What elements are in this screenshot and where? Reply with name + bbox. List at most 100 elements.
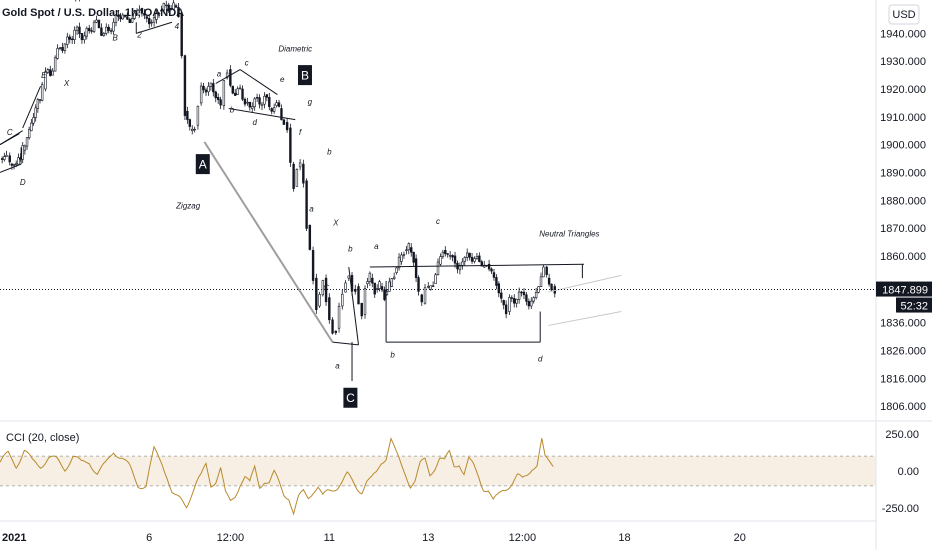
- candle-body: [260, 103, 264, 106]
- price-tick-label: 1826.000: [880, 345, 926, 357]
- cci-tick-label: 0.00: [898, 466, 919, 478]
- candle-body: [95, 19, 98, 23]
- candle-body: [497, 283, 501, 294]
- candle-body: [360, 302, 363, 317]
- price-tick-label: 1860.000: [880, 251, 926, 263]
- candle-body: [204, 89, 208, 93]
- pattern-line[interactable]: [0, 163, 22, 173]
- candle-body: [105, 26, 108, 34]
- candle-body: [186, 110, 189, 120]
- candle-body: [117, 14, 120, 17]
- candle-body: [32, 117, 35, 124]
- wave-box-label: [297, 65, 312, 86]
- pattern-line[interactable]: [136, 21, 173, 34]
- candle-body: [410, 247, 413, 253]
- candle-body: [248, 101, 252, 108]
- candle-body: [70, 38, 74, 41]
- candle-body: [510, 297, 514, 299]
- cci-axis: 250.00 0.00 -250.00: [882, 429, 919, 515]
- time-tick-label: 12:00: [217, 532, 245, 544]
- candle-body: [56, 48, 59, 59]
- pattern-line[interactable]: [239, 69, 278, 95]
- candle-body: [36, 99, 40, 109]
- time-tick-label: 11: [324, 532, 335, 544]
- price-axis[interactable]: USD 1940.000 1930.000 1920.000 1910.000 1900…: [875, 0, 932, 550]
- candle-body: [427, 286, 430, 288]
- candle-body: [490, 268, 493, 272]
- candle-body: [414, 258, 418, 278]
- wave-lines: [0, 21, 622, 382]
- candle-body: [527, 301, 531, 307]
- pattern-line[interactable]: [22, 86, 42, 129]
- channel-line[interactable]: [548, 311, 622, 326]
- candle-body: [234, 92, 237, 96]
- candle-body: [100, 27, 103, 36]
- candle-body: [324, 277, 328, 303]
- candle-body: [331, 319, 334, 334]
- candle-body: [150, 21, 153, 24]
- zigzag-line[interactable]: [203, 141, 334, 343]
- candle-body: [451, 255, 454, 258]
- candle-body: [44, 71, 47, 90]
- currency-button[interactable]: [888, 4, 920, 25]
- candle-body: [90, 30, 93, 32]
- wave-label: Diametric: [278, 44, 312, 53]
- candle-body: [222, 80, 226, 106]
- candle-body: [436, 261, 440, 275]
- cci-pane[interactable]: CCI (20, close) 250.00 0.00 -250.00: [0, 429, 919, 516]
- candle-body: [225, 72, 229, 79]
- price-tick-label: 1806.000: [880, 401, 926, 413]
- candle-body: [92, 21, 96, 32]
- wave-label: X: [63, 79, 70, 88]
- candle-body: [517, 291, 521, 300]
- candle-body: [85, 28, 88, 37]
- candle-body: [534, 292, 538, 298]
- pattern-line[interactable]: [369, 263, 585, 268]
- candle-body: [302, 163, 305, 184]
- bar-countdown: 52:32: [900, 301, 928, 313]
- price-tick-label: 1880.000: [880, 195, 926, 207]
- price-tick-label: 1870.000: [880, 223, 926, 235]
- candle-body: [202, 85, 205, 91]
- time-tick-label: 2021: [2, 532, 26, 544]
- candle-body: [23, 145, 27, 151]
- candle-body: [253, 98, 256, 107]
- candle-body: [405, 249, 408, 251]
- pattern-line[interactable]: [228, 107, 296, 121]
- time-tick-label: 18: [618, 532, 630, 544]
- candle-body: [88, 28, 91, 32]
- candle-body: [17, 157, 20, 165]
- candle-body: [375, 288, 379, 290]
- time-ticks: 2021 6 12:00 11 13 12:00 18 20: [2, 532, 746, 544]
- candle-body: [135, 10, 139, 15]
- candle-body: [0, 158, 4, 160]
- pattern-line[interactable]: [0, 130, 23, 146]
- candle-body: [390, 278, 393, 287]
- pattern-line[interactable]: [348, 266, 360, 345]
- candle-body: [231, 85, 234, 94]
- pattern-line[interactable]: [215, 69, 241, 84]
- cci-tick-label: 250.00: [885, 429, 919, 441]
- candle-body: [513, 298, 516, 304]
- candle-body: [155, 13, 158, 20]
- candle-body: [378, 281, 381, 289]
- wave-label: f: [299, 128, 302, 137]
- time-axis[interactable]: 2021 6 12:00 11 13 12:00 18 20: [0, 520, 876, 544]
- candle-body: [209, 82, 213, 87]
- channel-line[interactable]: [548, 274, 622, 293]
- candle-body: [308, 224, 312, 250]
- wave-label: a: [374, 242, 379, 251]
- pattern-line[interactable]: [332, 341, 359, 346]
- candle-body: [380, 286, 384, 291]
- candle-body: [5, 155, 8, 157]
- candle-body: [441, 251, 445, 257]
- candle-body: [388, 281, 391, 292]
- candle-body: [61, 46, 64, 51]
- candle-body: [183, 55, 187, 116]
- main-pane[interactable]: Diametric Zigzag Neutral Triangles A B 2 4 E X C D…: [0, 0, 876, 420]
- candle-body: [258, 97, 261, 105]
- time-tick-label: 13: [422, 532, 434, 544]
- wave-label: a: [217, 69, 222, 78]
- candle-body: [145, 16, 149, 19]
